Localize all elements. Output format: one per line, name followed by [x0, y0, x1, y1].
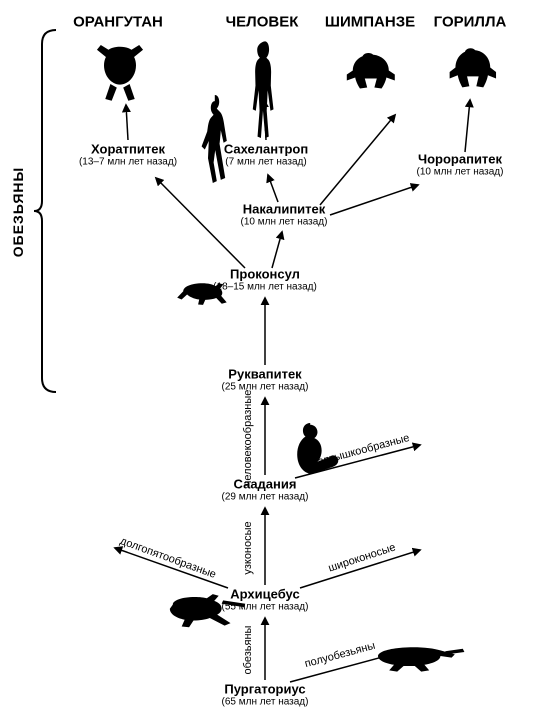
top-label-orang: ОРАНГУТАН — [73, 14, 163, 31]
node-sub: (10 млн лет назад) — [241, 217, 328, 228]
node-archi: Архицебус(55 млн лет назад) — [222, 587, 309, 612]
edge-label: человекообразные — [242, 390, 254, 487]
homo-walk — [202, 95, 227, 183]
node-sub: (55 млн лет назад) — [222, 602, 309, 613]
node-sub: (10 млн лет назад) — [417, 167, 504, 178]
node-name: Сахелантроп — [224, 142, 308, 156]
node-name: Пургаториус — [222, 682, 309, 696]
node-sub: (29 млн лет назад) — [222, 492, 309, 503]
edge-label: узконосые — [242, 521, 254, 574]
node-sub: (18–15 млн лет назад) — [213, 282, 317, 293]
node-procon: Проконсул(18–15 млн лет назад) — [213, 267, 317, 292]
node-sub: (13–7 млн лет назад) — [79, 157, 177, 168]
chimp-sil — [347, 53, 395, 89]
top-label-human: ЧЕЛОВЕК — [226, 14, 299, 31]
side-label-apes: ОБЕЗЬЯНЫ — [10, 167, 26, 257]
orang-sil — [97, 45, 143, 101]
node-sub: (7 млн лет назад) — [224, 157, 308, 168]
node-name: Чорорапитек — [417, 152, 504, 166]
node-saad: Саадания(29 млн лет назад) — [222, 477, 309, 502]
node-sub: (65 млн лет назад) — [222, 697, 309, 708]
top-label-gorilla: ГОРИЛЛА — [434, 14, 507, 31]
node-nakal: Накалипитек(10 млн лет назад) — [241, 202, 328, 227]
node-rukwa: Руквапитек(25 млн лет назад) — [222, 367, 309, 392]
node-name: Накалипитек — [241, 202, 328, 216]
node-purga: Пургаториус(65 млн лет назад) — [222, 682, 309, 707]
node-name: Саадания — [222, 477, 309, 491]
node-khoratp: Хоратпитек(13–7 млн лет назад) — [79, 142, 177, 167]
side-label-text: ОБЕЗЬЯНЫ — [10, 167, 26, 257]
edge-label: обезьяны — [242, 626, 254, 675]
node-name: Хоратпитек — [79, 142, 177, 156]
node-sahel: Сахелантроп(7 млн лет назад) — [224, 142, 308, 167]
node-name: Архицебус — [222, 587, 309, 601]
top-label-chimp: ШИМПАНЗЕ — [325, 14, 415, 31]
gorilla-sil — [450, 48, 496, 87]
node-name: Проконсул — [213, 267, 317, 281]
human-sil — [253, 41, 274, 138]
node-sub: (25 млн лет назад) — [222, 382, 309, 393]
node-name: Руквапитек — [222, 367, 309, 381]
purga-sil — [378, 647, 464, 671]
node-choro: Чорорапитек(10 млн лет назад) — [417, 152, 504, 177]
